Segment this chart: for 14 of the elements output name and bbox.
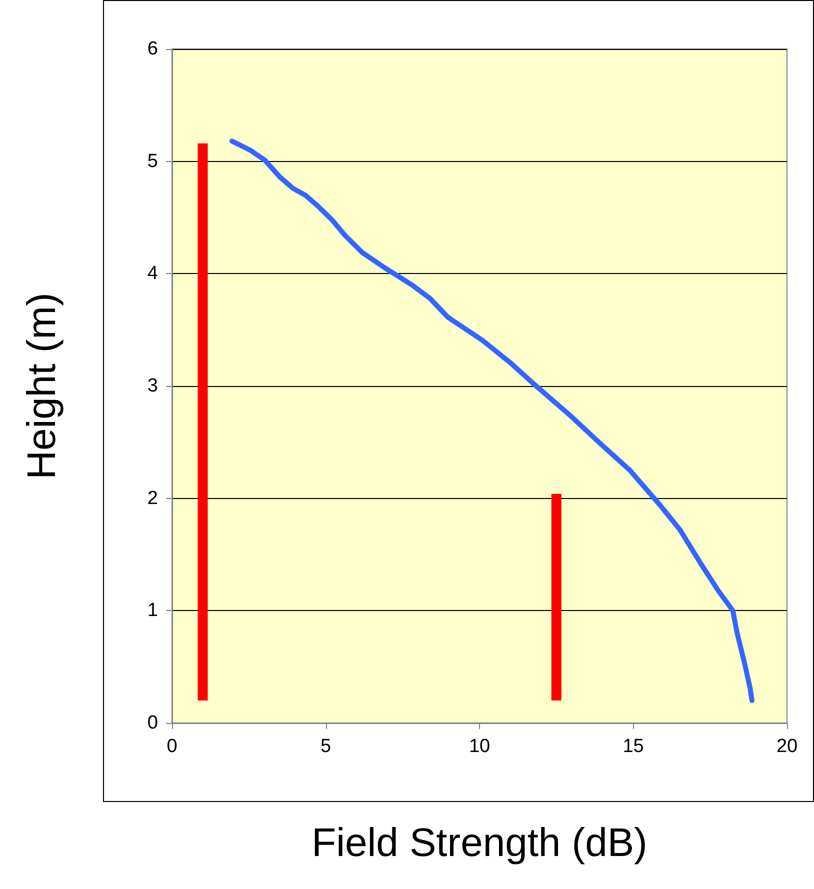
y-tick-label: 2 — [147, 488, 158, 509]
y-tick-label: 1 — [147, 600, 158, 622]
x-tick-label: 15 — [622, 736, 644, 757]
x-tick-label: 10 — [468, 736, 490, 757]
y-axis-title: Height (m) — [20, 292, 64, 480]
x-tick-label: 20 — [776, 736, 798, 757]
y-tick-label: 5 — [147, 150, 158, 172]
x-tick-label: 5 — [320, 736, 332, 757]
y-tick-label: 4 — [147, 263, 158, 284]
y-tick-label: 0 — [147, 712, 158, 734]
x-tick-label: 0 — [166, 736, 178, 757]
x-axis-title: Field Strength (dB) — [312, 821, 648, 865]
y-tick-label: 3 — [147, 376, 158, 396]
y-tick-label: 6 — [147, 38, 158, 60]
